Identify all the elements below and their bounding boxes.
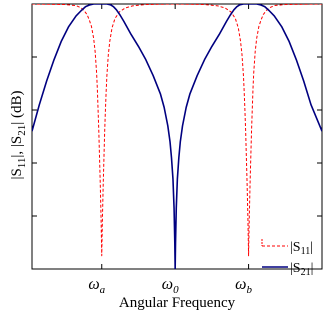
series-line-s21 — [32, 4, 322, 269]
y-label-comma: , — [9, 147, 25, 155]
x-axis-label: Angular Frequency — [119, 295, 236, 311]
x-tick-label-omega-0: ω0 — [162, 276, 179, 296]
legend-s21-open: |S — [290, 261, 301, 276]
legend-label-s11: |S11| — [290, 240, 313, 257]
x-tick-label-omega-a: ωa — [88, 276, 105, 296]
y-axis-label: |S11|, |S21| (dB) — [9, 90, 28, 179]
legend-label-s21: |S21| — [290, 261, 313, 278]
legend-s21-close: | — [311, 261, 314, 276]
x-tick-labels: ωa ω0 ωb — [88, 276, 252, 296]
y-label-s11-sub: 11 — [16, 158, 28, 169]
legend-s21-sub: 21 — [301, 267, 311, 278]
series-line-s11 — [32, 4, 322, 257]
series-layer — [32, 4, 322, 269]
y-label-bar-close-2: | — [9, 122, 25, 125]
y-label-bar-close-1: | — [9, 155, 25, 158]
y-label-s21-sub: 21 — [16, 125, 28, 136]
legend-s11-sub: 11 — [301, 246, 311, 257]
legend-s11-open: |S — [290, 240, 301, 255]
y-label-s11: S — [9, 168, 25, 176]
y-label-s21: S — [9, 136, 25, 144]
y-label-bar-open-1: | — [9, 177, 25, 180]
legend-s11-close: | — [310, 240, 313, 255]
y-label-bar-open-2: | — [9, 144, 25, 147]
x-tick-label-omega-b: ωb — [235, 276, 252, 296]
plot-frame — [31, 3, 323, 270]
y-label-unit: (dB) — [9, 90, 25, 121]
legend: |S11| |S21| — [261, 239, 313, 278]
y-axis-ticks — [32, 56, 322, 217]
